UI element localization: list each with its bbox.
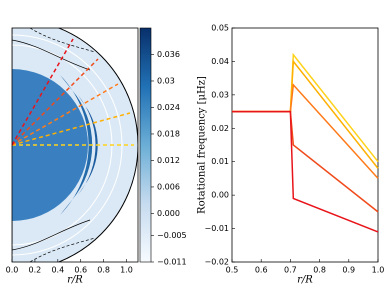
x-tick-label: 0.2 <box>29 266 42 275</box>
colorbar-tick-label: −0.005 <box>157 231 187 240</box>
colorbar-tick-label: 0.03 <box>157 76 175 85</box>
x-tick-label: 0.4 <box>51 266 64 275</box>
line <box>232 110 379 233</box>
line <box>232 110 379 213</box>
x-tick-label: 0.6 <box>74 266 87 275</box>
ray <box>12 38 74 146</box>
x-tick-label: 0.7 <box>284 266 297 275</box>
ray <box>12 58 99 146</box>
line <box>232 52 379 163</box>
y-tick-label: 0.03 <box>211 90 229 99</box>
colorbar-tick-label: 0.036 <box>157 50 180 59</box>
y-tick-label: −0.02 <box>204 258 229 267</box>
contour <box>12 39 91 71</box>
y-tick-label: −0.01 <box>204 224 229 233</box>
colorbar <box>139 27 152 263</box>
x-tick-label: 0.8 <box>97 266 110 275</box>
line <box>232 59 379 169</box>
axes-frame <box>11 27 139 263</box>
colorbar-tick-label: 0.024 <box>157 103 180 112</box>
axes-frame <box>231 27 379 263</box>
shell-inner <box>78 95 98 195</box>
y-axis-label: Rotational frequency [μHz] <box>197 76 208 214</box>
colorbar-tick-label: 0.000 <box>157 209 180 218</box>
x-tick-label: 0.8 <box>313 266 326 275</box>
x-tick-label: 0.6 <box>255 266 268 275</box>
line <box>232 83 379 179</box>
ray <box>12 83 119 146</box>
colorbar-tick-label: −0.011 <box>157 258 187 267</box>
x-axis-label: r/R <box>67 275 83 286</box>
contour <box>12 34 123 256</box>
contour-map <box>12 28 138 262</box>
contour <box>12 219 91 251</box>
y-tick-label: 0.05 <box>211 24 229 33</box>
x-tick-label: 1.0 <box>372 266 385 275</box>
y-tick-label: 0.04 <box>211 57 229 66</box>
y-tick-label: 0.01 <box>211 157 229 166</box>
colorbar-tick-label: 0.012 <box>157 156 180 165</box>
shell <box>60 75 93 215</box>
x-axis-label: r/R <box>297 275 313 286</box>
x-tick-label: 0.5 <box>226 266 239 275</box>
ray <box>12 112 131 146</box>
colorbar-tick-label: 0.006 <box>157 182 180 191</box>
y-tick-label: 0.02 <box>211 124 229 133</box>
contour-neg <box>29 237 96 262</box>
x-tick-label: 0.9 <box>342 266 355 275</box>
x-tick-label: 1.0 <box>120 266 133 275</box>
colorbar-tick-label: 0.018 <box>157 129 180 138</box>
y-tick-label: 0.00 <box>211 191 229 200</box>
contour-neg <box>29 28 96 53</box>
x-tick-label: 0.0 <box>6 266 19 275</box>
